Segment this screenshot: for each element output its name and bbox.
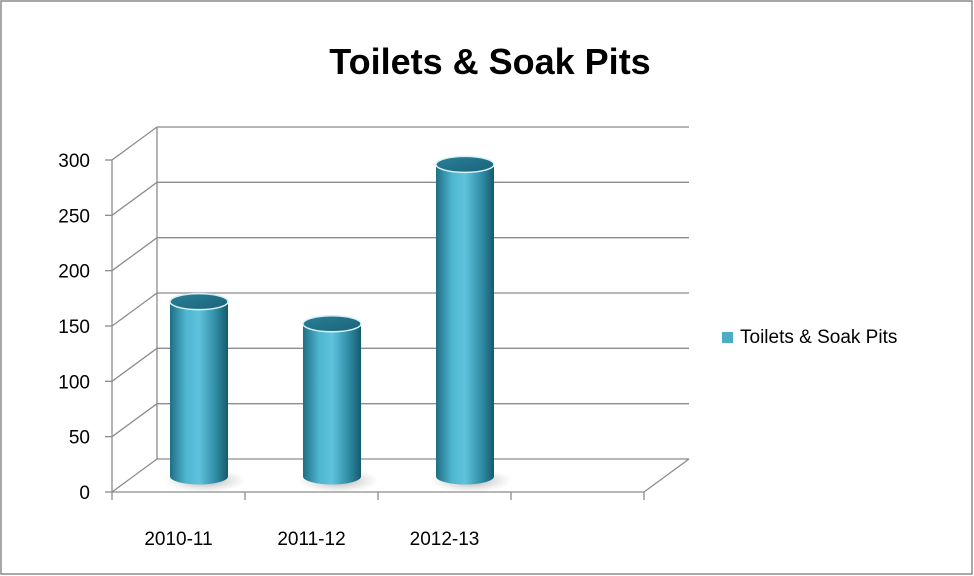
chart-title: Toilets & Soak Pits: [329, 41, 650, 82]
bars: [164, 155, 512, 493]
bar: [164, 292, 246, 493]
y-tick-label: 250: [58, 206, 90, 227]
y-tick-label: 200: [58, 262, 90, 283]
bar-top: [435, 155, 495, 174]
gridline-side: [111, 403, 158, 438]
y-axis-tick-labels: 0 50 100 150 200 250 300: [58, 151, 90, 504]
legend-label: Toilets & Soak Pits: [740, 327, 897, 348]
gridlines: [111, 126, 689, 493]
x-tick-label: 2010-11: [144, 529, 212, 550]
x-tick-label: 2012-13: [410, 529, 480, 550]
x-axis-tick-labels: 2010-11 2011-12 2012-13: [144, 529, 479, 550]
gridline-side: [111, 181, 158, 216]
y-tick-label: 50: [69, 428, 90, 449]
legend: Toilets & Soak Pits: [722, 327, 897, 348]
gridline-side: [111, 347, 158, 382]
bar-top: [302, 315, 362, 333]
legend-swatch: [722, 332, 733, 343]
bar: [430, 155, 512, 493]
gridline-side: [111, 237, 158, 272]
x-tick-label: 2011-12: [277, 529, 345, 550]
y-tick-label: 100: [58, 372, 90, 393]
gridline-side: [111, 126, 158, 161]
bar-body: [170, 301, 228, 485]
y-tick-label: 300: [58, 151, 90, 172]
bar-body: [303, 323, 361, 485]
bar-body: [436, 164, 494, 485]
gridline-side: [111, 292, 158, 327]
y-tick-label: 0: [79, 483, 90, 504]
bar-top: [169, 292, 229, 311]
y-tick-label: 150: [58, 317, 90, 338]
floor-right-edge: [643, 458, 690, 493]
bar: [297, 315, 379, 493]
gridline-side: [111, 458, 158, 493]
